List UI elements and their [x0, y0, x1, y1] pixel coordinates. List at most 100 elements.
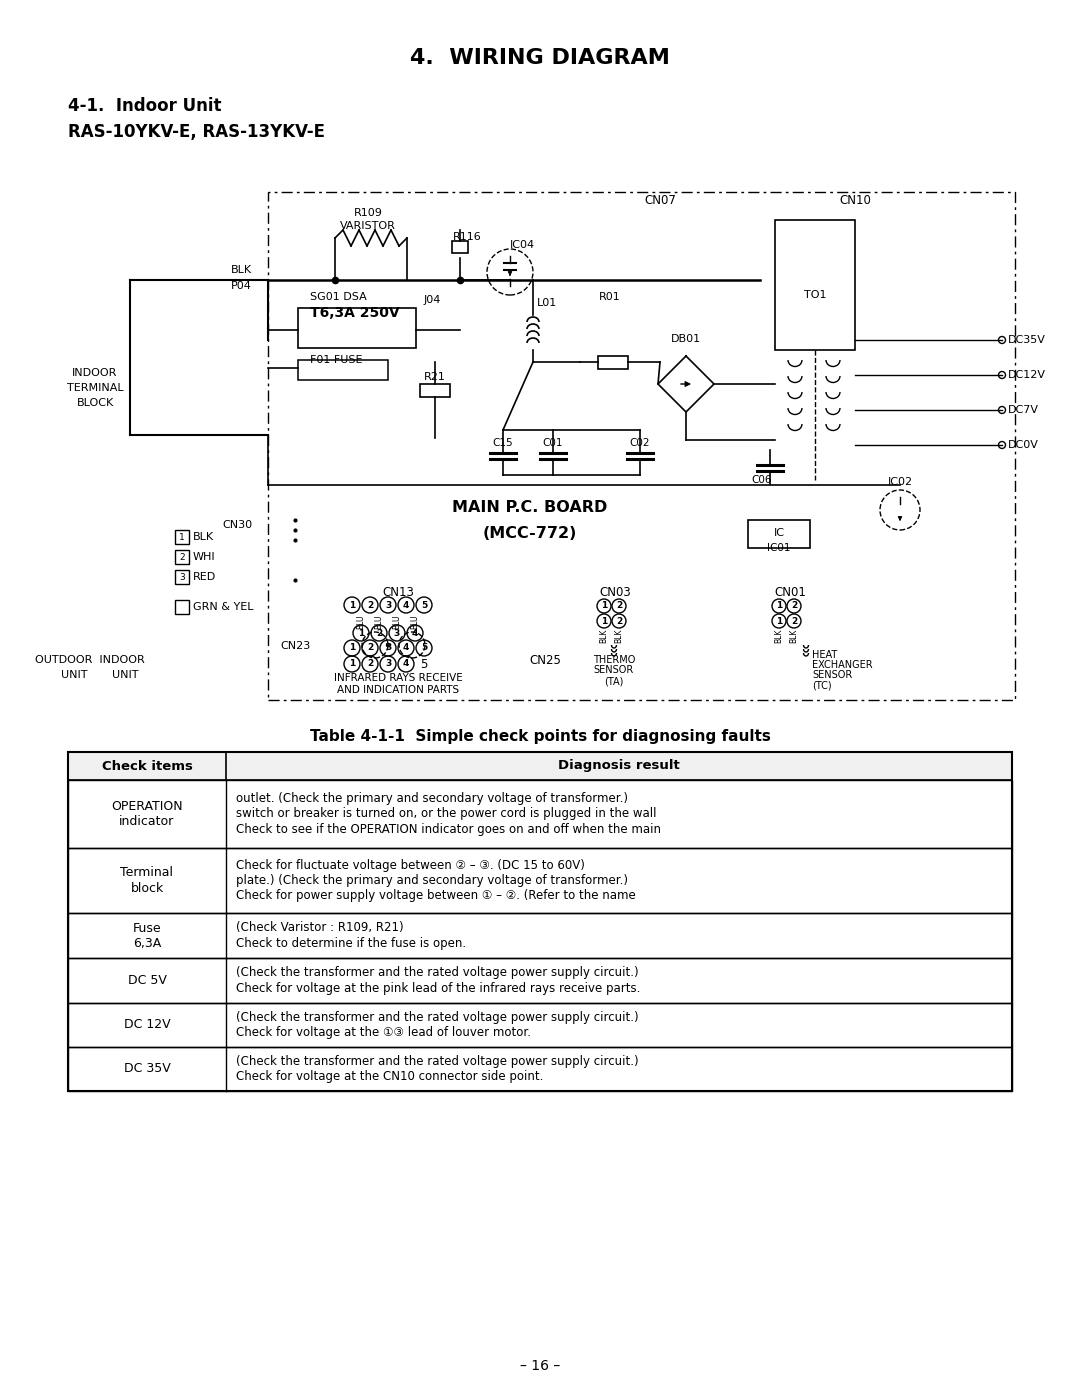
- Text: 2: 2: [791, 602, 797, 610]
- Text: Check to see if the OPERATION indicator goes on and off when the main: Check to see if the OPERATION indicator …: [237, 823, 661, 835]
- Text: 2: 2: [616, 602, 622, 610]
- Bar: [68, 958, 1012, 1003]
- Text: DB01: DB01: [671, 334, 701, 344]
- Text: EXCHANGER: EXCHANGER: [812, 659, 873, 671]
- Text: F01 FUSE: F01 FUSE: [310, 355, 363, 365]
- Bar: [748, 520, 810, 548]
- Bar: [420, 384, 450, 397]
- Text: C15: C15: [492, 439, 513, 448]
- Text: R116: R116: [453, 232, 482, 242]
- Text: 4: 4: [411, 629, 418, 637]
- Text: switch or breaker is turned on, or the power cord is plugged in the wall: switch or breaker is turned on, or the p…: [237, 807, 657, 820]
- Text: 4-1.  Indoor Unit: 4-1. Indoor Unit: [68, 96, 221, 115]
- Text: T6,3A 250V: T6,3A 250V: [310, 306, 400, 320]
- Text: 2: 2: [179, 552, 185, 562]
- Text: DC12V: DC12V: [1008, 370, 1047, 380]
- Text: OPERATION
indicator: OPERATION indicator: [111, 800, 183, 828]
- Text: 5: 5: [421, 601, 427, 609]
- Text: 1: 1: [349, 601, 355, 609]
- Bar: [68, 1046, 1012, 1091]
- Text: 2: 2: [376, 629, 382, 637]
- Text: DC0V: DC0V: [1008, 440, 1039, 450]
- Text: Check for voltage at the ①③ lead of louver motor.: Check for voltage at the ①③ lead of louv…: [237, 1027, 531, 1039]
- Text: C02: C02: [630, 439, 650, 448]
- Text: (TC): (TC): [812, 680, 832, 690]
- Text: CN01: CN01: [774, 585, 806, 598]
- Bar: [268, 191, 1015, 700]
- Bar: [598, 356, 627, 369]
- Text: (Check Varistor : R109, R21): (Check Varistor : R109, R21): [237, 921, 404, 935]
- Text: 2: 2: [367, 601, 373, 609]
- Text: – 16 –: – 16 –: [519, 1359, 561, 1373]
- Text: Check for fluctuate voltage between ② – ③. (DC 15 to 60V): Check for fluctuate voltage between ② – …: [237, 859, 585, 872]
- Bar: [453, 242, 468, 253]
- Text: CN03: CN03: [599, 585, 631, 598]
- Text: 1: 1: [349, 644, 355, 652]
- Text: GRN & YEL: GRN & YEL: [193, 602, 254, 612]
- Bar: [68, 914, 1012, 958]
- Text: 4: 4: [403, 659, 409, 669]
- Text: 1: 1: [775, 602, 782, 610]
- Text: Check for power supply voltage between ① – ②. (Refer to the name: Check for power supply voltage between ①…: [237, 890, 636, 902]
- Text: AND INDICATION PARTS: AND INDICATION PARTS: [337, 685, 459, 694]
- Text: TO1: TO1: [804, 291, 826, 300]
- Text: CN25: CN25: [529, 654, 561, 666]
- Text: R109: R109: [353, 208, 382, 218]
- Text: (MCC-772): (MCC-772): [483, 525, 577, 541]
- Bar: [175, 529, 189, 543]
- Text: 3: 3: [384, 659, 391, 669]
- Text: DC 35V: DC 35V: [123, 1063, 171, 1076]
- Text: SENSOR: SENSOR: [594, 665, 634, 675]
- Text: 1: 1: [357, 629, 364, 637]
- Text: 2: 2: [367, 644, 373, 652]
- Text: CN13: CN13: [382, 587, 414, 599]
- Text: BLU: BLU: [375, 615, 383, 629]
- Bar: [68, 848, 1012, 914]
- Bar: [68, 780, 1012, 848]
- Text: C06: C06: [752, 475, 772, 485]
- Text: Check for voltage at the pink lead of the infrared rays receive parts.: Check for voltage at the pink lead of th…: [237, 982, 640, 995]
- Text: RED: RED: [193, 571, 216, 583]
- Bar: [175, 599, 189, 615]
- Text: 3: 3: [384, 644, 391, 652]
- Text: J04: J04: [423, 295, 441, 305]
- Text: 4: 4: [403, 601, 409, 609]
- Text: INDOOR: INDOOR: [72, 367, 118, 379]
- Text: CN10: CN10: [839, 194, 870, 207]
- Bar: [175, 550, 189, 564]
- Text: 1: 1: [349, 659, 355, 669]
- Text: 1: 1: [179, 532, 185, 542]
- Text: BLK: BLK: [789, 629, 798, 643]
- Text: (TA): (TA): [605, 676, 623, 686]
- Text: 4.  WIRING DIAGRAM: 4. WIRING DIAGRAM: [410, 47, 670, 68]
- Text: (Check the transformer and the rated voltage power supply circuit.): (Check the transformer and the rated vol…: [237, 1011, 638, 1024]
- Bar: [775, 219, 855, 351]
- Circle shape: [487, 249, 534, 295]
- Text: WHI: WHI: [193, 552, 216, 562]
- Text: Terminal
block: Terminal block: [121, 866, 174, 894]
- Bar: [298, 360, 388, 380]
- Text: CN23: CN23: [280, 641, 310, 651]
- Text: plate.) (Check the primary and secondary voltage of transformer.): plate.) (Check the primary and secondary…: [237, 875, 627, 887]
- Text: TERMINAL: TERMINAL: [67, 383, 123, 393]
- Text: L01: L01: [537, 298, 557, 307]
- Text: 5: 5: [420, 658, 428, 671]
- Text: BLK: BLK: [615, 629, 623, 643]
- Text: BLOCK: BLOCK: [77, 398, 113, 408]
- Text: Check items: Check items: [102, 760, 192, 773]
- Text: HEAT: HEAT: [812, 650, 837, 659]
- Text: P04: P04: [231, 281, 252, 291]
- Text: 4: 4: [403, 644, 409, 652]
- Text: IC04: IC04: [510, 240, 535, 250]
- Text: DC7V: DC7V: [1008, 405, 1039, 415]
- Text: MAIN P.C. BOARD: MAIN P.C. BOARD: [453, 500, 608, 515]
- Text: 3: 3: [179, 573, 185, 581]
- Text: BLK: BLK: [774, 629, 783, 643]
- Text: BLU: BLU: [356, 615, 365, 629]
- Text: Table 4-1-1  Simple check points for diagnosing faults: Table 4-1-1 Simple check points for diag…: [310, 729, 770, 745]
- Text: 1: 1: [600, 602, 607, 610]
- Text: CN07: CN07: [644, 194, 676, 207]
- Text: 1: 1: [775, 616, 782, 626]
- Text: 2: 2: [616, 616, 622, 626]
- Text: 2: 2: [791, 616, 797, 626]
